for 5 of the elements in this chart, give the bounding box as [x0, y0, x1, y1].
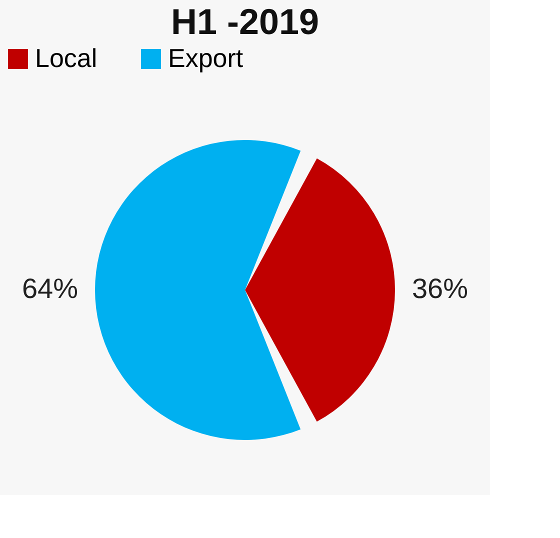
- data-label: 36%: [412, 273, 468, 304]
- chart-title: H1 -2019: [170, 1, 320, 42]
- legend-label: Export: [168, 43, 244, 73]
- legend-label: Local: [35, 43, 98, 73]
- data-label: 64%: [22, 272, 78, 304]
